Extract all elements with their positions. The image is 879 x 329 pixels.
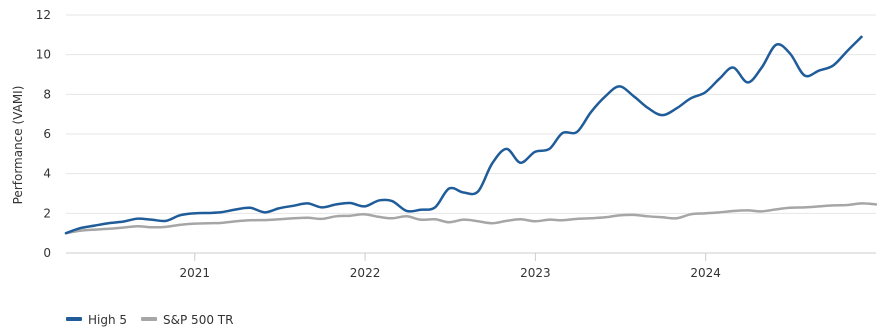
legend-swatch	[66, 317, 82, 321]
x-tick-label: 2022	[350, 266, 381, 280]
legend-label: High 5	[88, 313, 127, 327]
series-line-high-5	[64, 35, 863, 235]
legend-label: S&P 500 TR	[163, 313, 233, 327]
legend-item-s-p-500-tr[interactable]: S&P 500 TR	[141, 313, 233, 327]
y-tick-label: 0	[43, 246, 51, 260]
y-tick-label: 6	[43, 127, 51, 141]
legend-item-high-5[interactable]: High 5	[66, 313, 127, 327]
y-axis-title: Performance (VAMI)	[11, 86, 25, 205]
y-tick-label: 4	[43, 167, 51, 181]
x-tick-label: 2021	[180, 266, 211, 280]
y-tick-label: 8	[43, 87, 51, 101]
legend-swatch	[141, 317, 158, 321]
gridlines	[66, 14, 876, 254]
series-lines	[64, 35, 878, 235]
x-tick-label: 2023	[520, 266, 551, 280]
y-tick-label: 2	[43, 206, 51, 220]
y-axis-ticks: 0 2 4 6 8 10 12	[36, 8, 51, 260]
y-tick-label: 12	[36, 8, 51, 22]
legend[interactable]: High 5 S&P 500 TR	[66, 313, 233, 327]
x-tick-label: 2024	[690, 266, 721, 280]
series-line-s-p-500-tr	[64, 202, 878, 235]
x-axis-ticks: 2021 2022 2023 2024	[180, 253, 721, 280]
y-tick-label: 10	[36, 48, 51, 62]
